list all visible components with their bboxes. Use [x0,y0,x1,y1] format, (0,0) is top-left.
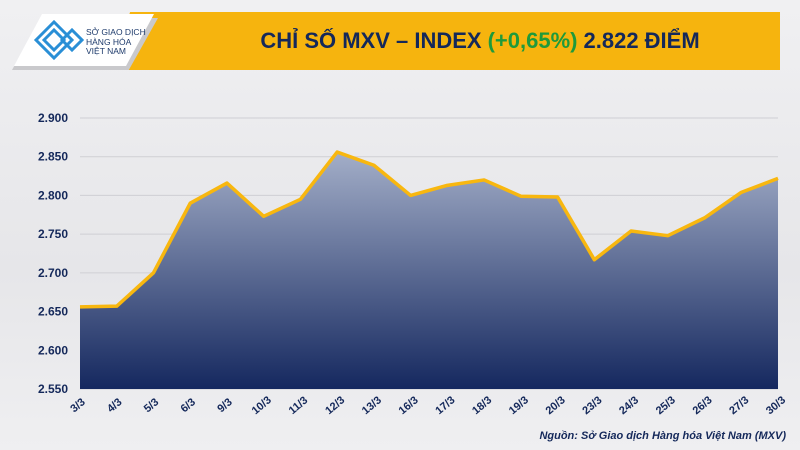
x-tick-label: 6/3 [179,396,198,415]
title-banner [110,12,780,70]
x-tick-label: 5/3 [142,396,161,415]
x-tick-label: 17/3 [433,394,457,417]
y-tick-label: 2.550 [38,382,68,396]
logo-line: SỞ GIAO DỊCH [86,27,146,37]
y-tick-label: 2.600 [38,343,68,357]
logo-text: SỞ GIAO DỊCH HÀNG HÓA VIỆT NAM [86,27,146,57]
title-value: 2.822 ĐIỂM [583,28,700,53]
x-tick-label: 30/3 [764,394,788,417]
source-note: Nguồn: Sở Giao dịch Hàng hóa Việt Nam (M… [539,430,786,442]
x-tick-label: 18/3 [470,394,494,417]
logo-line: VIỆT NAM [86,46,126,56]
y-tick-label: 2.850 [38,150,68,164]
chart-title: CHỈ SỐ MXV – INDEX (+0,65%) 2.822 ĐIỂM [180,12,780,70]
x-tick-label: 24/3 [617,394,641,417]
x-tick-label: 27/3 [727,394,751,417]
x-tick-label: 12/3 [323,394,347,417]
y-tick-label: 2.800 [38,188,68,202]
x-tick-label: 20/3 [544,394,568,417]
series-line [79,150,779,309]
y-tick-label: 2.700 [38,266,68,280]
y-tick-label: 2.750 [38,227,68,241]
x-tick-label: 10/3 [250,394,274,417]
x-tick-label: 13/3 [360,394,384,417]
y-tick-label: 2.900 [38,111,68,125]
x-tick-label: 25/3 [654,394,678,417]
x-tick-label: 3/3 [68,396,87,415]
x-tick-label: 19/3 [507,394,531,417]
x-tick-label: 9/3 [215,396,234,415]
x-tick-label: 26/3 [691,394,715,417]
title-main: CHỈ SỐ MXV – INDEX [260,28,482,53]
x-tick-label: 4/3 [105,396,124,415]
logo-line: HÀNG HÓA [86,36,132,47]
x-tick-label: 11/3 [287,394,311,417]
title-change: (+0,65%) [487,28,578,53]
area-fill [80,152,778,389]
x-tick-label: 16/3 [397,394,421,417]
y-tick-label: 2.650 [38,305,68,319]
x-tick-label: 23/3 [580,394,604,417]
logo-mark-icon [33,19,85,61]
